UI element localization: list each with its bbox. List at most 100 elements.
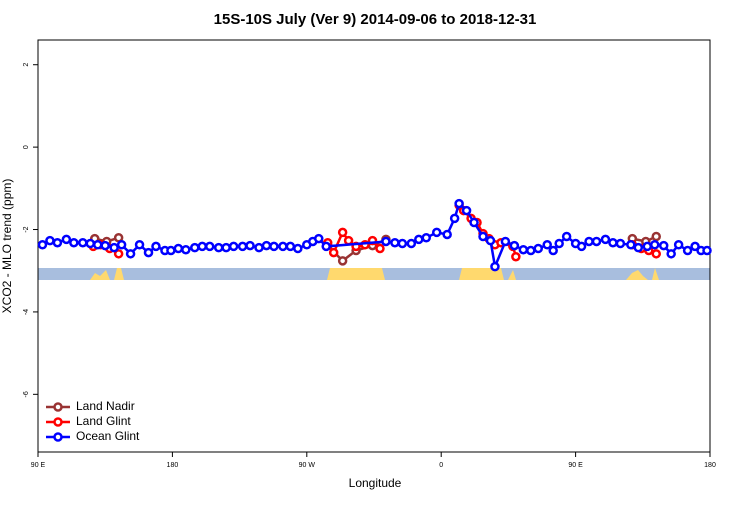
point	[461, 205, 472, 216]
point	[45, 235, 55, 246]
point	[442, 229, 452, 240]
x-tick-label: 180	[167, 462, 179, 469]
point	[406, 238, 417, 249]
point	[237, 241, 248, 252]
point	[221, 242, 231, 253]
point	[518, 244, 529, 255]
point	[321, 241, 331, 252]
point	[642, 241, 653, 252]
point	[254, 242, 264, 253]
point	[690, 241, 700, 252]
point	[181, 244, 191, 255]
point	[343, 235, 354, 246]
point	[37, 240, 48, 250]
legend-label: Land Glint	[76, 414, 131, 428]
x-tick-label: 90 E	[31, 462, 46, 469]
point	[584, 236, 594, 247]
point	[561, 231, 572, 242]
point	[633, 242, 644, 253]
point	[500, 236, 511, 247]
legend-label: Land Nadir	[76, 399, 135, 413]
point	[651, 231, 661, 242]
point	[702, 245, 712, 256]
point	[245, 240, 255, 251]
point	[651, 249, 661, 259]
point	[449, 213, 460, 224]
y-tick-label: -4	[23, 309, 30, 315]
point	[390, 237, 400, 248]
land-patch	[459, 268, 504, 280]
point	[85, 238, 96, 249]
point	[228, 241, 239, 252]
point	[615, 238, 626, 249]
point	[328, 247, 339, 258]
point	[490, 261, 500, 272]
point	[134, 240, 145, 250]
point	[261, 240, 272, 251]
point	[143, 247, 154, 258]
point	[626, 240, 636, 250]
point	[375, 243, 385, 254]
point	[591, 236, 602, 247]
point	[116, 240, 127, 250]
land-band	[38, 268, 710, 280]
land-patch	[626, 270, 648, 280]
point	[421, 233, 432, 243]
point	[469, 217, 479, 228]
chart-title: 15S-10S July (Ver 9) 2014-09-06 to 2018-…	[214, 11, 537, 28]
land-patch	[114, 268, 124, 280]
y-tick-label: 2	[23, 63, 30, 67]
land-patch	[327, 268, 385, 280]
point	[533, 243, 544, 254]
point	[454, 198, 464, 209]
point	[61, 234, 72, 245]
point	[576, 241, 587, 252]
point	[600, 234, 611, 245]
point	[190, 242, 200, 253]
point	[173, 243, 184, 254]
point	[213, 242, 224, 253]
point	[381, 236, 391, 247]
point	[109, 242, 119, 253]
point	[554, 238, 564, 249]
point	[666, 249, 676, 259]
point	[548, 245, 558, 256]
land-patch	[90, 270, 110, 280]
y-tick-label: -6	[23, 391, 30, 397]
y-tick-label: -2	[23, 226, 30, 232]
point	[52, 237, 63, 248]
land-patch	[508, 270, 516, 280]
point	[125, 249, 136, 259]
point	[337, 227, 348, 238]
x-axis-label: Longitude	[349, 476, 402, 490]
point	[100, 240, 110, 251]
point	[673, 240, 684, 250]
point	[608, 237, 618, 248]
point	[337, 256, 348, 266]
point	[197, 241, 208, 252]
x-tick-label: 90 W	[299, 462, 316, 469]
x-tick-label: 0	[439, 462, 443, 469]
point	[69, 237, 79, 248]
point	[293, 243, 303, 254]
land-patch	[652, 268, 659, 280]
point	[78, 237, 88, 248]
legend-marker	[53, 402, 63, 412]
point	[526, 245, 536, 256]
point	[649, 240, 660, 250]
point	[204, 241, 215, 252]
point	[285, 241, 296, 252]
legend-marker	[53, 432, 63, 442]
point	[658, 240, 669, 251]
point	[414, 234, 424, 245]
point	[313, 233, 324, 244]
point	[478, 231, 488, 242]
point	[166, 245, 176, 256]
point	[92, 240, 103, 250]
point	[278, 241, 288, 252]
legend-marker	[53, 417, 63, 427]
legend-label: Ocean Glint	[76, 429, 140, 443]
point	[113, 249, 124, 259]
point	[397, 238, 408, 249]
